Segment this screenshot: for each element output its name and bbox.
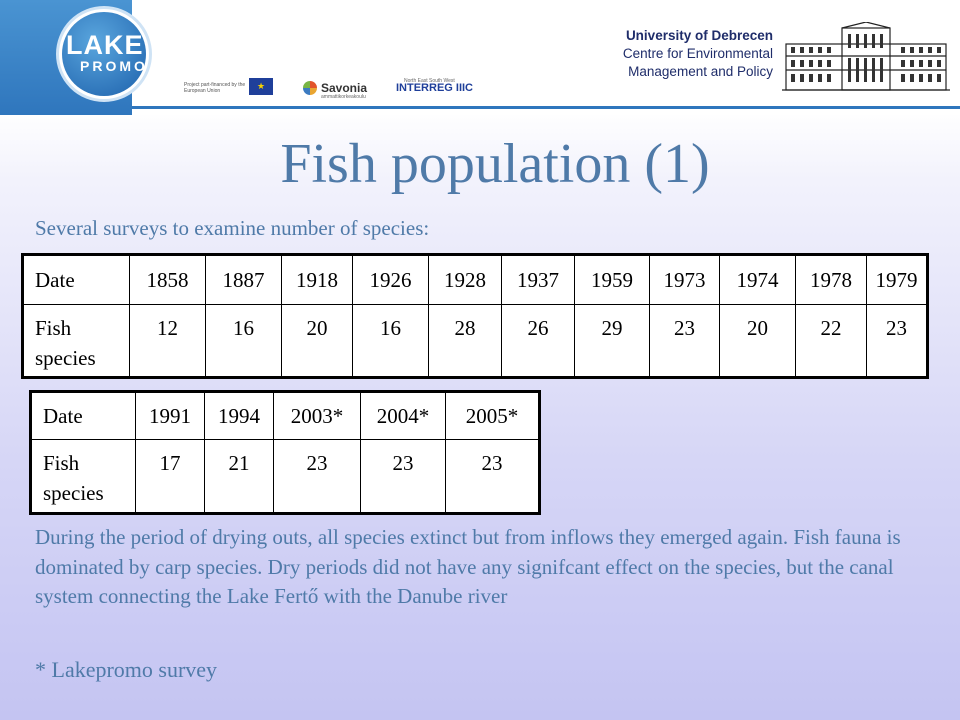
row-label-species: Fish species (30, 439, 136, 514)
table-cell-species: 23 (445, 439, 540, 514)
table-cell-species: 17 (135, 439, 205, 514)
table-row-species: Fish species 12 16 20 16 28 26 29 23 20 … (22, 304, 928, 378)
table-cell-species: 23 (273, 439, 361, 514)
table-cell-species: 29 (574, 304, 650, 378)
table-cell-date: 2004* (360, 391, 446, 440)
logo-word-promo: PROMO (80, 58, 148, 74)
table-cell-date: 2005* (445, 391, 540, 440)
row-label-date: Date (22, 254, 130, 305)
header-divider (132, 106, 960, 109)
table-cell-species: 20 (281, 304, 353, 378)
savonia-label: Savonia (321, 81, 368, 95)
savonia-mark-icon (303, 81, 317, 95)
table-cell-species: 16 (205, 304, 282, 378)
logo-word-lake: LAKE (66, 30, 144, 60)
table-cell-date: 1991 (135, 391, 205, 440)
interreg-logo: INTERREG IIIC (396, 78, 473, 98)
table-cell-date: 1887 (205, 254, 282, 305)
savonia-logo: Savonia (303, 78, 367, 98)
footnote: * Lakepromo survey (35, 657, 218, 682)
table-cell-date: 1937 (501, 254, 575, 305)
table-cell-species: 12 (129, 304, 206, 378)
centre-line-2: Management and Policy (628, 64, 773, 79)
row-label-date: Date (30, 391, 136, 440)
table-cell-species: 23 (866, 304, 928, 378)
university-name: University of Debrecen (625, 28, 773, 43)
table-cell-date: 1918 (281, 254, 353, 305)
table-cell-date: 1974 (719, 254, 796, 305)
body-paragraph: During the period of drying outs, all sp… (35, 525, 901, 608)
fish-survey-table-1: Date 1858 1887 1918 1926 1928 1937 1959 … (21, 253, 929, 379)
table-cell-date: 1979 (866, 254, 928, 305)
university-building-icon (782, 22, 950, 91)
table-cell-date: 1973 (649, 254, 720, 305)
lakepromo-logo-inner (62, 12, 146, 96)
table-cell-species: 26 (501, 304, 575, 378)
fish-survey-table-2: Date 1991 1994 2003* 2004* 2005* Fish sp… (29, 390, 541, 515)
table-row-dates: Date 1991 1994 2003* 2004* 2005* (30, 391, 540, 440)
interreg-subtitle: North East South West (404, 78, 455, 84)
table-cell-date: 1926 (352, 254, 429, 305)
table-cell-species: 23 (360, 439, 446, 514)
table-cell-species: 21 (204, 439, 274, 514)
table-cell-date: 1928 (428, 254, 502, 305)
table-cell-date: 1978 (795, 254, 867, 305)
centre-line-1: Centre for Environmental (622, 46, 773, 61)
table-cell-date: 1858 (129, 254, 206, 305)
table-row-dates: Date 1858 1887 1918 1926 1928 1937 1959 … (22, 254, 928, 305)
table-cell-species: 23 (649, 304, 720, 378)
intro-text: Several surveys to examine number of spe… (35, 216, 430, 240)
table-cell-species: 20 (719, 304, 796, 378)
savonia-subtitle: ammattikorkeakoulu (321, 94, 366, 100)
row-label-species: Fish species (22, 304, 130, 378)
header-bar (0, 0, 960, 115)
eu-flag-icon: ★ (249, 78, 273, 95)
university-block: University of Debrecen Centre for Enviro… (623, 27, 773, 81)
table-cell-date: 1994 (204, 391, 274, 440)
slide-title: Fish population (1) (280, 133, 710, 195)
table-cell-date: 2003* (273, 391, 361, 440)
interreg-label: INTERREG IIIC (396, 82, 474, 94)
table-cell-date: 1959 (574, 254, 650, 305)
table-row-species: Fish species 17 21 23 23 23 (30, 439, 540, 514)
eu-funding-text: Project part-financed by the European Un… (184, 82, 246, 94)
table-cell-species: 16 (352, 304, 429, 378)
table-cell-species: 28 (428, 304, 502, 378)
table-cell-species: 22 (795, 304, 867, 378)
